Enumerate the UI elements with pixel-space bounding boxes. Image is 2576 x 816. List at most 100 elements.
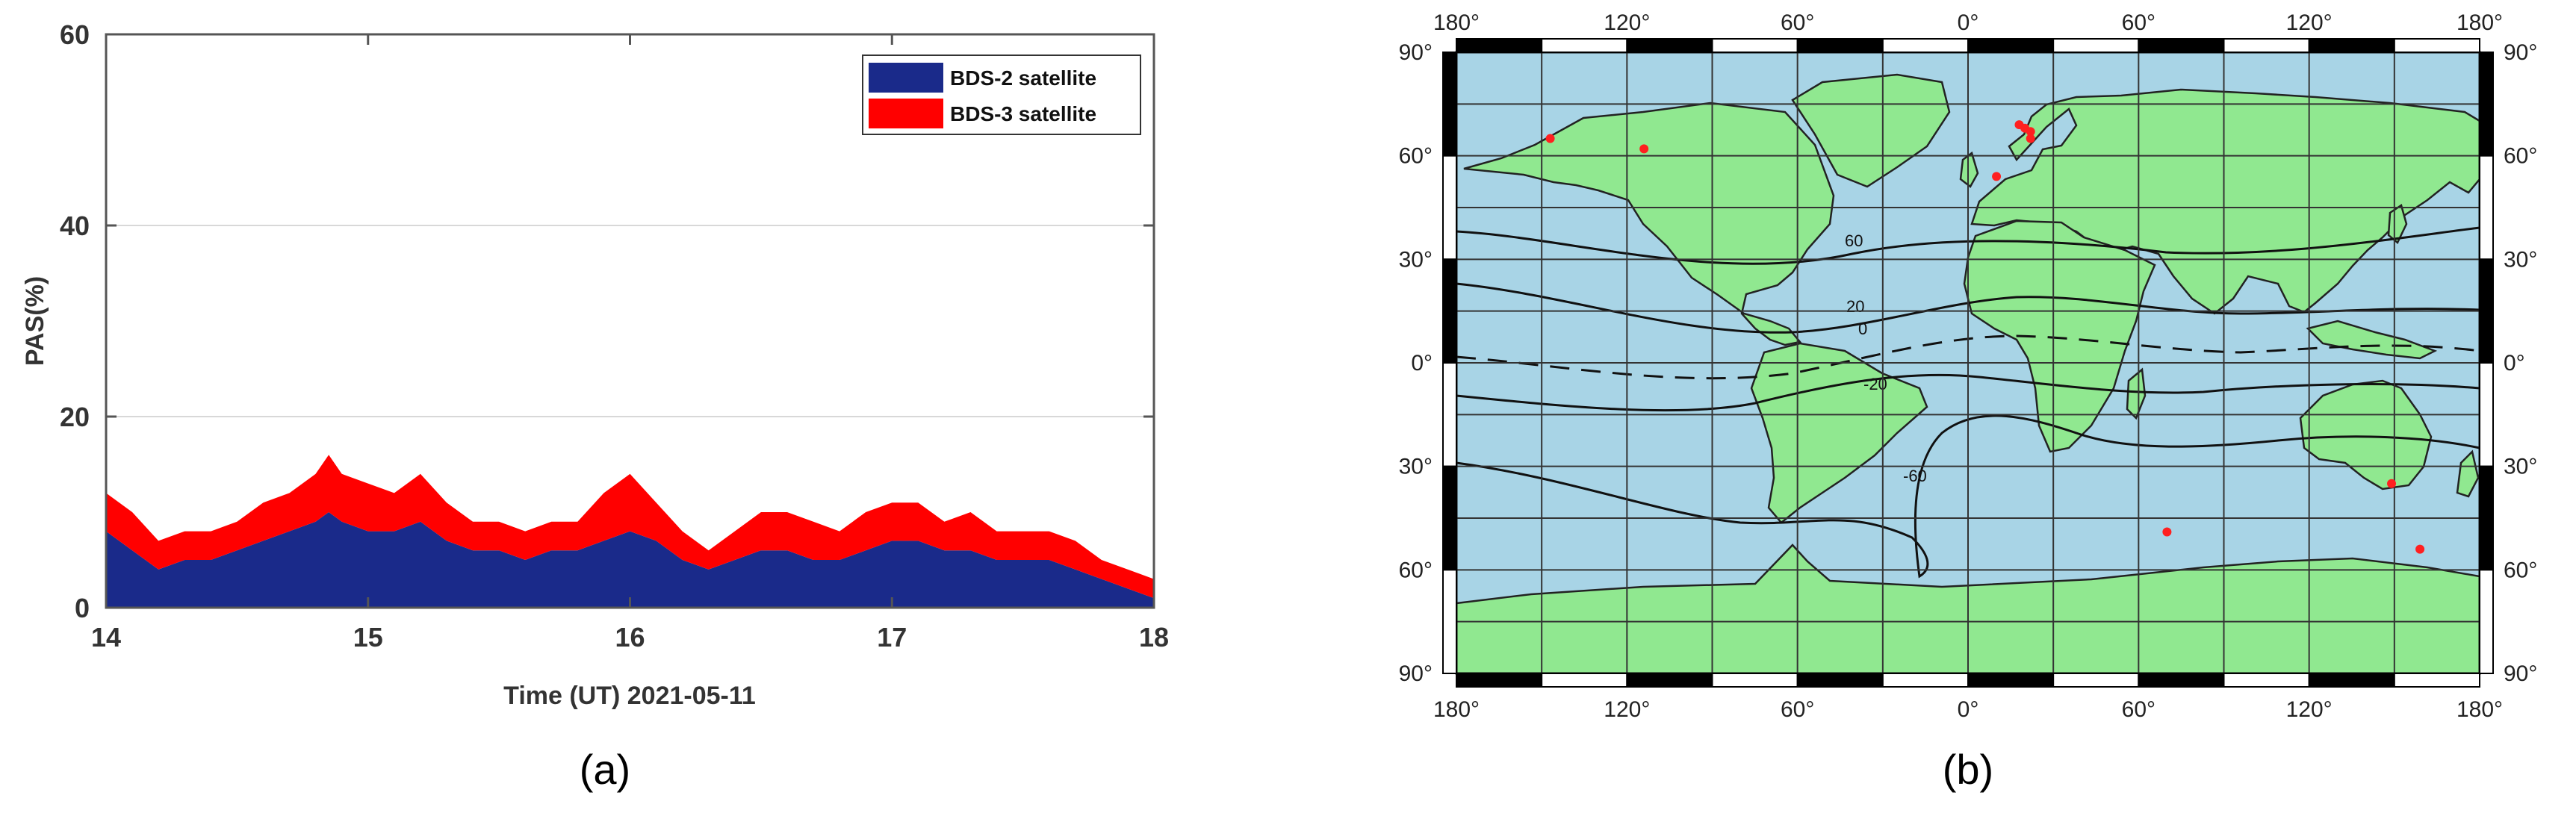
border-scale-segment — [2479, 258, 2494, 364]
right-latitude-label: 60° — [2504, 558, 2537, 582]
border-scale-segment — [2138, 673, 2225, 688]
chart-a-data-area — [106, 455, 1154, 608]
left-latitude-label: 30° — [1399, 455, 1433, 479]
contour-label: -20 — [1863, 375, 1887, 393]
contour-line-minus60 — [1456, 414, 2480, 579]
border-scale-segment — [2393, 673, 2480, 688]
border-scale-segment — [1442, 465, 1457, 571]
top-longitude-label: 120° — [1604, 10, 1650, 35]
right-latitude-label: 90° — [2504, 40, 2537, 65]
contour-label: 20 — [1846, 297, 1864, 316]
station-marker — [1992, 172, 2002, 181]
legend-label-bds3: BDS-3 satellite — [950, 102, 1096, 125]
station-marker — [1545, 134, 1555, 143]
border-scale-segment — [1711, 38, 1798, 53]
y-axis-title: PAS(%) — [21, 276, 49, 366]
border-scale-segment — [1881, 38, 1969, 53]
border-scale-segment — [1541, 38, 1628, 53]
border-scale-segment — [1967, 38, 2055, 53]
border-scale-segment — [2479, 362, 2494, 467]
top-longitude-label: 0° — [1958, 10, 1979, 35]
legend-label-bds2: BDS-2 satellite — [950, 66, 1096, 90]
map-border-scale — [1442, 38, 2494, 688]
legend-swatch-bds3 — [869, 99, 943, 128]
left-latitude-label: 30° — [1399, 247, 1433, 272]
contour-line-0 — [1456, 334, 2480, 380]
contour-line-60 — [1456, 226, 2480, 265]
y-tick-label: 60 — [60, 19, 90, 50]
map-graticule — [1456, 52, 2480, 673]
land-uk — [1959, 151, 1979, 188]
border-scale-segment — [1456, 673, 1543, 688]
left-latitude-label: 60° — [1399, 558, 1433, 582]
y-tick-label: 40 — [60, 211, 90, 241]
bottom-longitude-label: 120° — [1604, 697, 1650, 722]
border-scale-segment — [1796, 38, 1884, 53]
border-scale-segment — [2052, 673, 2140, 688]
border-scale-segment — [2308, 38, 2395, 53]
series-area-1 — [106, 512, 1154, 608]
bottom-longitude-label: 180° — [1433, 697, 1480, 722]
border-scale-segment — [1626, 673, 1713, 688]
contour-label: -60 — [1903, 467, 1927, 485]
land-japan — [2387, 204, 2408, 244]
left-latitude-label: 0° — [1411, 351, 1433, 376]
top-longitude-label: 120° — [2286, 10, 2333, 35]
station-marker — [2415, 544, 2425, 554]
panel-a-background — [0, 0, 1262, 816]
bottom-longitude-label: 60° — [2122, 697, 2156, 722]
right-latitude-label: 60° — [2504, 144, 2537, 169]
y-tick-label: 20 — [60, 402, 90, 432]
x-tick-label: 16 — [615, 622, 645, 653]
map-stations — [1545, 120, 2425, 554]
left-latitude-label: 90° — [1399, 661, 1433, 686]
station-marker — [2026, 127, 2035, 137]
contour-label: 0 — [1858, 320, 1867, 338]
border-scale-segment — [1967, 673, 2055, 688]
panel-b-caption: (b) — [1943, 746, 1993, 793]
border-scale-segment — [2479, 465, 2494, 571]
land-new-zealand — [2456, 449, 2480, 498]
border-scale-segment — [1442, 569, 1457, 674]
top-longitude-label: 180° — [1433, 10, 1480, 35]
border-scale-segment — [2393, 38, 2480, 53]
border-scale-segment — [1881, 673, 1969, 688]
border-scale-segment — [2052, 38, 2140, 53]
x-tick-label: 14 — [91, 622, 121, 653]
border-scale-segment — [1442, 155, 1457, 261]
border-scale-segment — [1711, 673, 1798, 688]
border-scale-segment — [2308, 673, 2395, 688]
panel-b: 60 20 0 -20 -60 180° 120° 60° 0° 60° 120° 180°… — [1399, 10, 2538, 793]
border-scale-segment — [2479, 155, 2494, 261]
top-longitude-label: 180° — [2456, 10, 2503, 35]
border-scale-segment — [1541, 673, 1628, 688]
panel-a-caption: (a) — [580, 746, 630, 793]
border-scale-segment — [1456, 38, 1543, 53]
contour-label: 60 — [1845, 231, 1863, 250]
x-axis-title: Time (UT) 2021-05-11 — [503, 682, 756, 710]
bottom-longitude-label: 60° — [1781, 697, 1814, 722]
border-scale-segment — [1626, 38, 1713, 53]
series-area-2 — [106, 455, 1154, 599]
bottom-longitude-label: 0° — [1958, 697, 1979, 722]
station-marker — [1639, 144, 1649, 154]
right-latitude-label: 30° — [2504, 455, 2537, 479]
land-africa — [1963, 219, 2156, 453]
contour-line-minus20 — [1456, 373, 2480, 412]
map-contour-lines — [1456, 226, 2480, 579]
border-scale-segment — [1796, 673, 1884, 688]
left-latitude-label: 60° — [1399, 144, 1433, 169]
right-latitude-label: 30° — [2504, 247, 2537, 272]
border-scale-segment — [2138, 38, 2225, 53]
station-marker — [2026, 134, 2035, 143]
land-eurasia — [1970, 88, 2481, 315]
land-madagascar — [2126, 367, 2147, 420]
border-scale-segment — [1442, 258, 1457, 364]
border-scale-segment — [2479, 52, 2494, 157]
x-tick-label: 17 — [877, 622, 907, 653]
x-tick-label: 15 — [353, 622, 383, 653]
border-scale-segment — [2479, 569, 2494, 674]
x-tick-label: 18 — [1139, 622, 1169, 653]
map-coordinate-labels: 180° 120° 60° 0° 60° 120° 180° 180° 120° 60° 0° 60°… — [1399, 10, 2538, 722]
right-latitude-label: 0° — [2504, 351, 2525, 376]
